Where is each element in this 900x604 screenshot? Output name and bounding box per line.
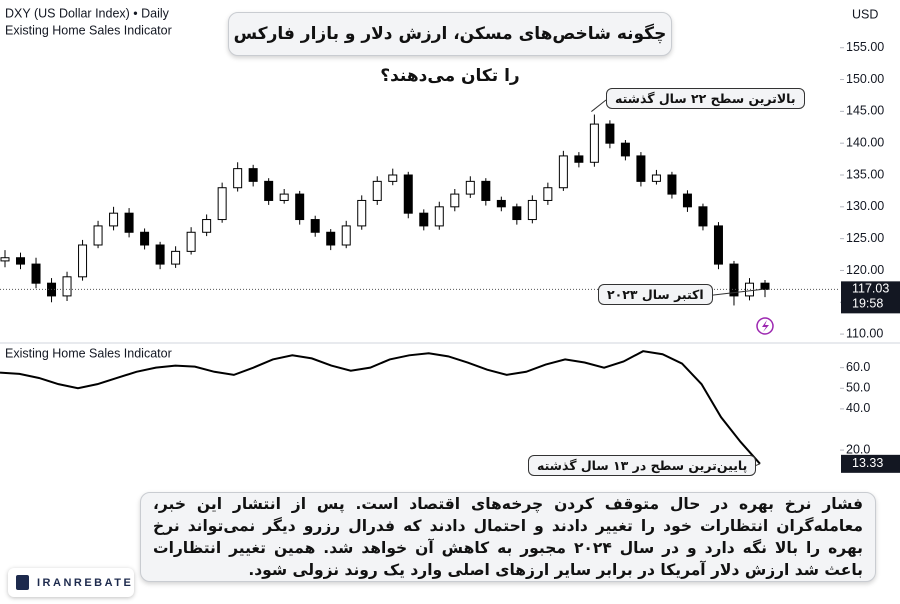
candle-body: [574, 155, 584, 163]
logo: IRANREBATE: [8, 568, 134, 597]
candle-body: [155, 244, 165, 265]
candle-body: [326, 231, 336, 246]
candle-body: [481, 180, 491, 201]
y-tick-label: 60.0: [846, 360, 870, 374]
y-tick-label: 110.00: [846, 326, 883, 340]
last-value: 13.33: [852, 456, 883, 470]
candle-body: [450, 193, 460, 208]
pane-title: Existing Home Sales Indicator: [5, 346, 172, 360]
candle-body: [760, 282, 770, 290]
line-series: [0, 350, 761, 465]
candle-body: [512, 206, 522, 221]
candle-body: [93, 225, 103, 246]
candle-body: [465, 180, 475, 195]
y-tick-label: 125.00: [846, 231, 884, 245]
candle-body: [388, 174, 398, 182]
candle-body: [202, 219, 212, 233]
candle-body: [496, 199, 506, 208]
candle-body: [403, 174, 413, 214]
candle-body: [729, 263, 739, 297]
callout-pointer: [704, 288, 763, 297]
candle-body: [341, 225, 351, 246]
y-tick-label: 135.00: [846, 167, 884, 181]
candle-body: [295, 193, 305, 221]
candle-body: [527, 199, 537, 221]
logo-mark: [16, 575, 29, 590]
candle-body: [372, 180, 382, 201]
y-tick-label: 140.00: [846, 135, 884, 149]
candle-body: [605, 123, 615, 144]
candle-body: [543, 187, 553, 201]
y-tick-label: 155.00: [846, 40, 884, 54]
candle-body: [186, 231, 196, 252]
y-tick-label: 50.0: [846, 381, 870, 395]
candle-body: [279, 193, 289, 201]
candle-body: [109, 212, 119, 227]
last-price: 117.03: [852, 282, 889, 296]
chart-title: DXY (US Dollar Index) • Daily: [5, 6, 170, 20]
callout: پایین‌ترین سطح در ۱۳ سال گذشته: [528, 455, 757, 476]
indicator-name: Existing Home Sales Indicator: [5, 23, 172, 37]
y-tick-label: 145.00: [846, 104, 884, 118]
event-icon: [756, 317, 774, 335]
candle-body: [636, 155, 646, 182]
candle-body: [667, 174, 677, 195]
headline: چگونه شاخص‌های مسکن، ارزش دلار و بازار ف…: [233, 24, 667, 86]
y-tick-label: 20.0: [846, 442, 870, 456]
candle-body: [264, 180, 274, 201]
candle-body: [698, 206, 708, 227]
event-icon-bolt: [762, 320, 769, 332]
footer-box: فشار نرخ بهره در حال متوقف کردن چرخه‌های…: [140, 492, 876, 582]
candle-body: [171, 250, 181, 265]
candle-body: [682, 193, 692, 208]
candle-body: [558, 155, 568, 189]
y-tick-label: 150.00: [846, 72, 884, 86]
candle-body: [217, 187, 227, 221]
callout: اکتبر سال ۲۰۲۳: [598, 284, 713, 305]
candle-body: [140, 231, 150, 246]
value-badge: [841, 454, 900, 473]
candle-body: [744, 282, 754, 297]
callout: بالاترین سطح ۲۲ سال گذشته: [606, 88, 805, 109]
price-badge: [841, 281, 900, 314]
candle-body: [310, 219, 320, 233]
candle-body: [434, 206, 444, 227]
footer-text: فشار نرخ بهره در حال متوقف کردن چرخه‌های…: [153, 495, 863, 579]
candle-body: [357, 199, 367, 227]
y-tick-label: 130.00: [846, 199, 884, 213]
candle-body: [620, 142, 630, 157]
candle-body: [248, 168, 258, 182]
candle-body: [419, 212, 429, 227]
countdown: 19:58: [852, 297, 883, 311]
candle-body: [713, 225, 723, 265]
candle-body: [31, 263, 41, 284]
candle-body: [0, 257, 10, 262]
candle-body: [16, 257, 26, 265]
candle-body: [233, 168, 243, 189]
candle-body: [124, 212, 134, 233]
currency-label: USD: [852, 7, 878, 21]
candle-body: [651, 174, 661, 182]
y-tick-label: 40.0: [846, 401, 870, 415]
candle-body: [589, 123, 599, 163]
y-tick-label: 120.00: [846, 263, 884, 277]
candle-body: [78, 244, 88, 278]
logo-text: IRANREBATE: [37, 576, 134, 589]
headline-box: چگونه شاخص‌های مسکن، ارزش دلار و بازار ف…: [228, 12, 672, 86]
candle-body: [62, 276, 72, 297]
callout-pointer: [591, 99, 607, 112]
